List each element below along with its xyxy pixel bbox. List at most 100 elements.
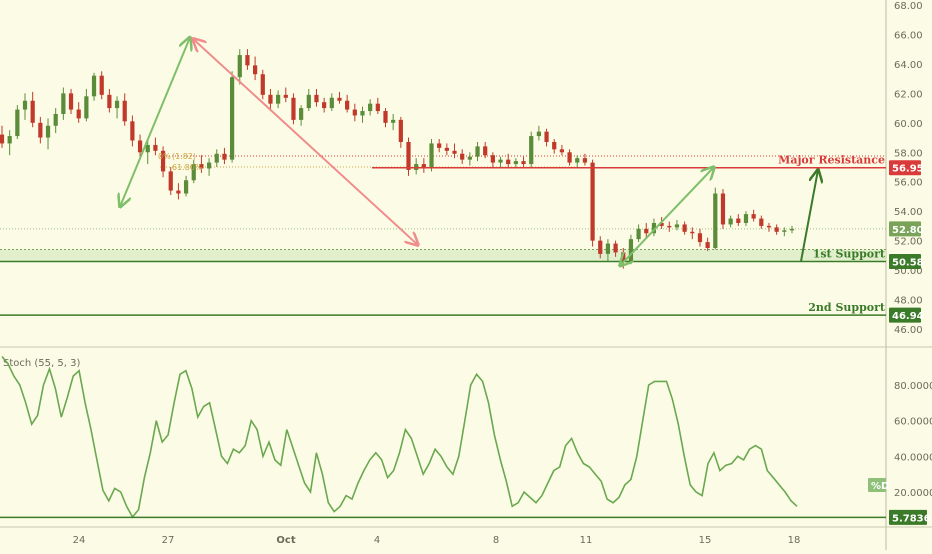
candle-body [322, 102, 327, 109]
candle-body [697, 233, 703, 243]
price-tick-label: 56.00 [894, 178, 923, 189]
last-price-tag: 52.80 [892, 225, 924, 236]
candle-body [498, 159, 503, 163]
candle-body [168, 171, 173, 191]
candle-body [345, 100, 350, 110]
price-tick-label: 66.00 [894, 30, 923, 41]
fib-0-label: 0% [158, 152, 171, 161]
stoch-pane: Stoch (55, 5, 3) 20.0000 40.0000 60.0000 80.… [0, 355, 932, 525]
candle-body [736, 218, 741, 223]
candle-body [460, 153, 465, 160]
candle-body [368, 103, 373, 112]
candle-body [153, 144, 158, 151]
candle-body [728, 218, 733, 225]
candle-body [137, 140, 143, 153]
stoch-level-tag: 5.7836 [892, 513, 931, 524]
second-support-label: 2nd Support [808, 301, 886, 314]
candle-body [391, 119, 396, 123]
candle-body [383, 111, 388, 123]
x-tick-label: 8 [493, 535, 499, 546]
candle-body [122, 100, 127, 122]
first-support-tag-bg [889, 254, 921, 270]
first-support-zone [0, 249, 886, 262]
price-tick-label: 68.00 [894, 1, 923, 12]
x-tick-label: 27 [162, 535, 175, 546]
x-tick-label: 18 [788, 535, 801, 546]
candle-body [7, 136, 12, 144]
candle-body [268, 94, 273, 104]
candle-body [114, 100, 120, 109]
candle-body [598, 240, 603, 254]
candle-body [567, 152, 572, 163]
candle-body [421, 164, 426, 169]
candle-body [91, 75, 97, 97]
candle-body [682, 224, 687, 232]
candle-body [743, 214, 749, 223]
candle-body [452, 150, 457, 154]
candle-body [283, 94, 288, 98]
x-axis: 24 27 Oct 4 8 11 15 18 [73, 535, 801, 546]
candle-body [590, 162, 595, 241]
candle-body [38, 122, 43, 138]
candle-body [214, 153, 219, 163]
candle-body [0, 134, 5, 144]
candle-body [260, 74, 265, 95]
stoch-tick-label: 60.0000 [894, 417, 932, 428]
price-tick-label: 54.00 [894, 207, 923, 218]
price-tick-label: 62.00 [894, 89, 923, 100]
candle-body [222, 153, 227, 160]
stoch-tick-label: 20.0000 [894, 488, 932, 499]
candle-body [582, 158, 588, 163]
price-tick-label: 48.00 [894, 296, 923, 307]
candle-body [84, 96, 89, 119]
candle-body [720, 193, 726, 225]
first-support-tag: 50.58 [892, 258, 924, 269]
candle-body [375, 103, 380, 112]
candle-body [636, 228, 641, 240]
candle-body [360, 111, 365, 116]
candle-body [183, 180, 189, 194]
candle-body [713, 193, 718, 248]
candle-body [690, 231, 695, 234]
price-tick-label: 52.00 [894, 237, 923, 248]
candle-body [467, 156, 472, 160]
candle-body [782, 230, 787, 232]
second-support-tag-bg [889, 307, 921, 323]
candle-body [61, 93, 66, 114]
candle-body [337, 97, 342, 101]
candle-body [245, 55, 250, 66]
candle-body [299, 108, 304, 120]
candle-body [176, 190, 181, 194]
major-resistance-tag-bg [889, 160, 921, 176]
major-resistance-tag: 56.95 [892, 164, 924, 175]
major-resistance-label: Major Resistance [778, 154, 885, 167]
candle-body [575, 158, 580, 163]
wave-arrow-up-1 [120, 37, 190, 206]
price-tick-label: 64.00 [894, 60, 923, 71]
price-tick-label: 46.00 [894, 325, 923, 336]
candle-body [314, 94, 319, 103]
candle-body [437, 143, 442, 148]
candle-body [667, 225, 672, 228]
candle-body [99, 75, 104, 95]
candle-body [529, 136, 534, 165]
candle-body [22, 100, 28, 110]
candle-body [490, 155, 495, 163]
candle-body [68, 93, 74, 110]
candle-body [483, 146, 488, 156]
candle-body [76, 109, 81, 119]
stoch-tick-label: 80.0000 [894, 381, 932, 392]
candle-body [644, 228, 649, 234]
price-tick-label: 60.00 [894, 119, 923, 130]
candle-body [751, 214, 756, 219]
candle-body [475, 146, 480, 157]
stoch-level-tag-bg [889, 509, 927, 525]
candle-body [329, 97, 334, 109]
price-tick-label: 58.00 [894, 148, 923, 159]
candle-body [276, 94, 281, 104]
candle-body [605, 243, 611, 254]
candle-body [705, 242, 710, 248]
candle-body [252, 65, 258, 75]
candle-body [206, 162, 212, 169]
